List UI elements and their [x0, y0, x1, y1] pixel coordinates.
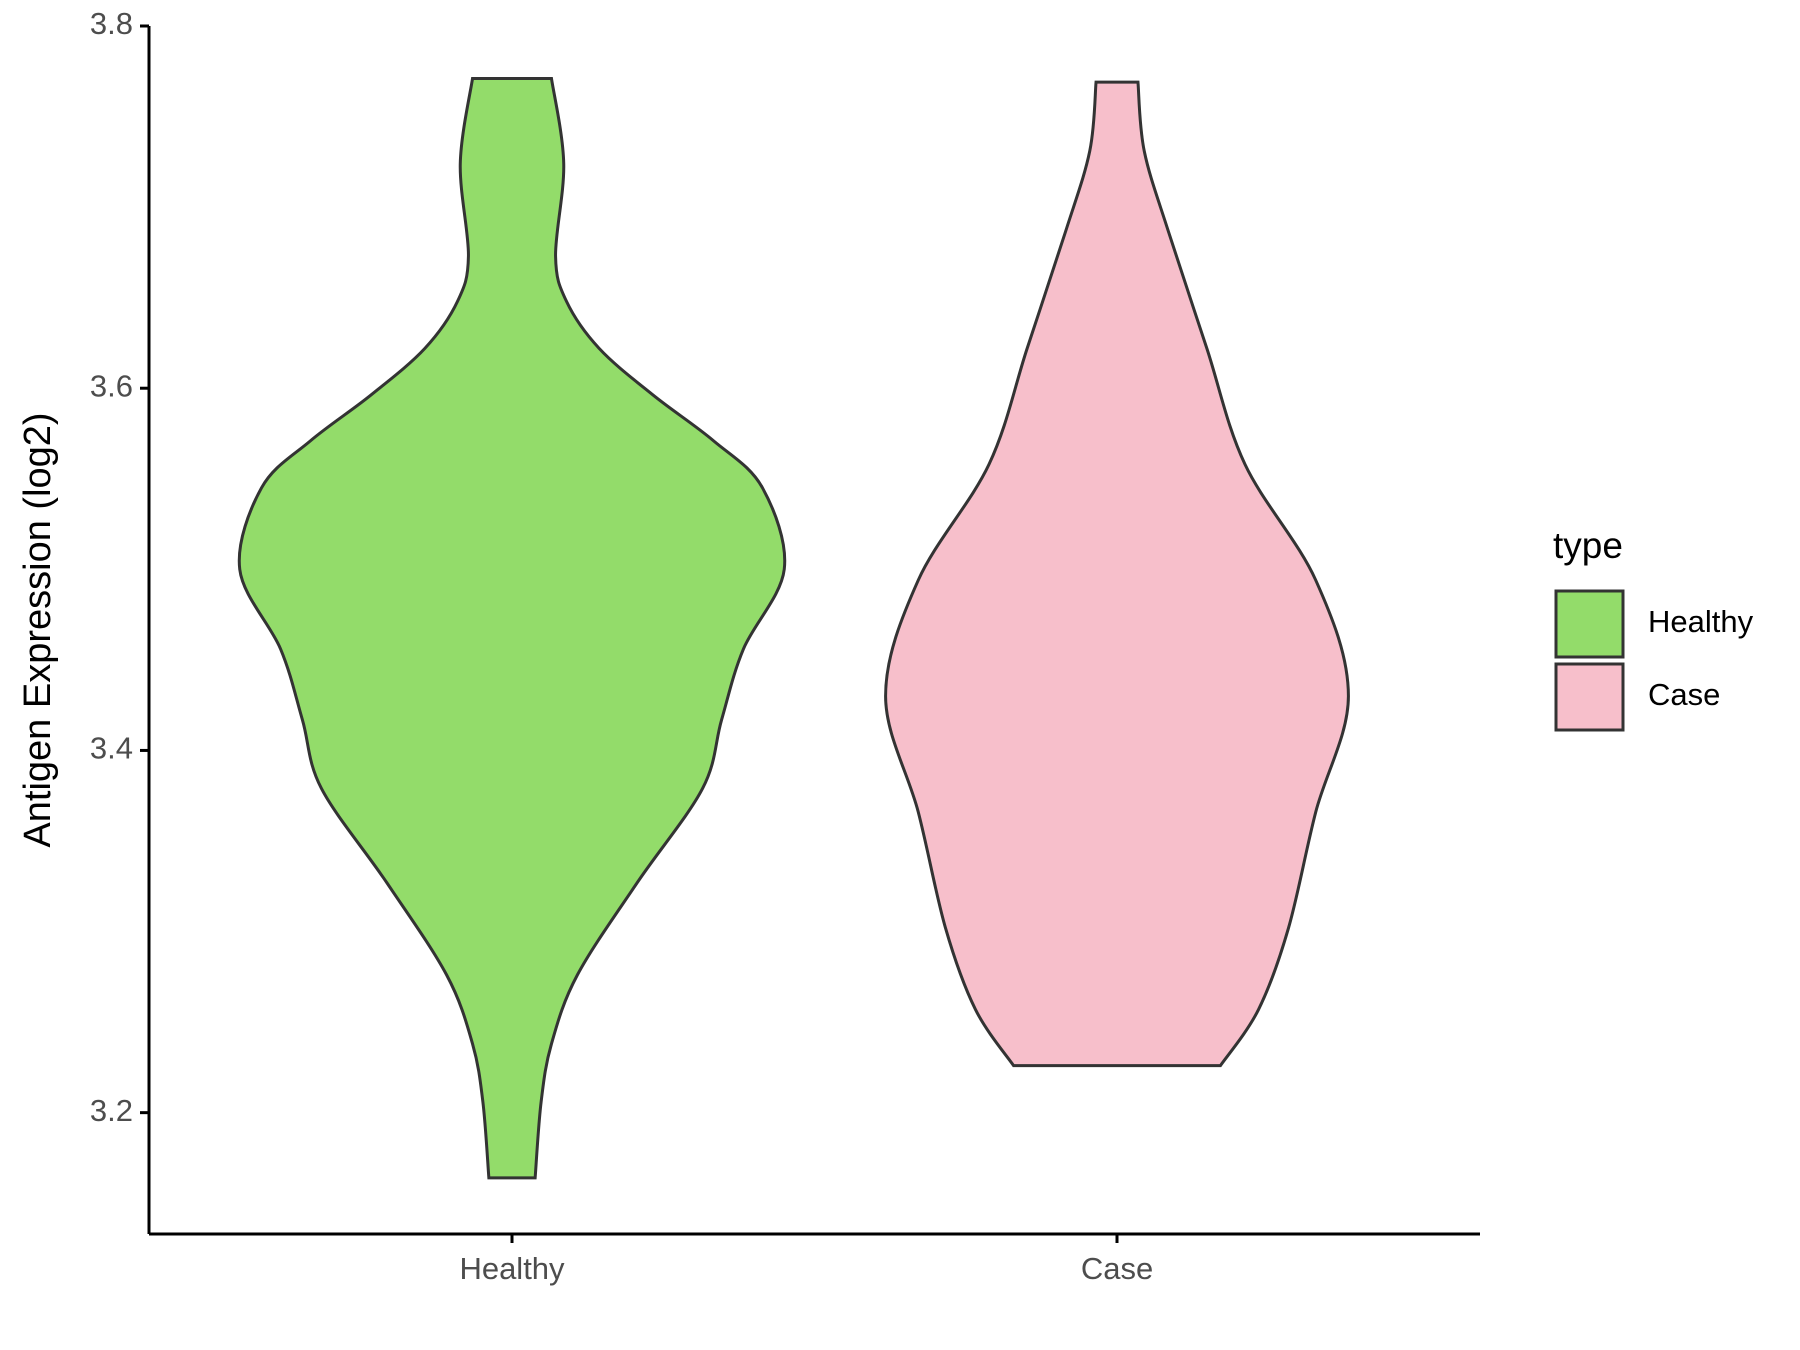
y-tick-label: 3.6: [90, 368, 133, 403]
y-tick-label: 3.8: [90, 6, 133, 41]
violin: [237, 77, 787, 1180]
legend-key: [1554, 662, 1625, 732]
y-axis-title: Antigen Expression (log2): [17, 412, 59, 847]
y-tick-label: 3.2: [90, 1093, 133, 1128]
legend-title: type: [1553, 525, 1623, 566]
legend-label: Case: [1648, 677, 1720, 712]
legend-key: [1554, 589, 1625, 659]
x-tick-label: Case: [1081, 1251, 1153, 1286]
x-tick-label: Healthy: [459, 1251, 565, 1286]
violin: [884, 80, 1350, 1068]
legend-label: Healthy: [1648, 604, 1754, 639]
y-tick-label: 3.4: [90, 731, 133, 766]
